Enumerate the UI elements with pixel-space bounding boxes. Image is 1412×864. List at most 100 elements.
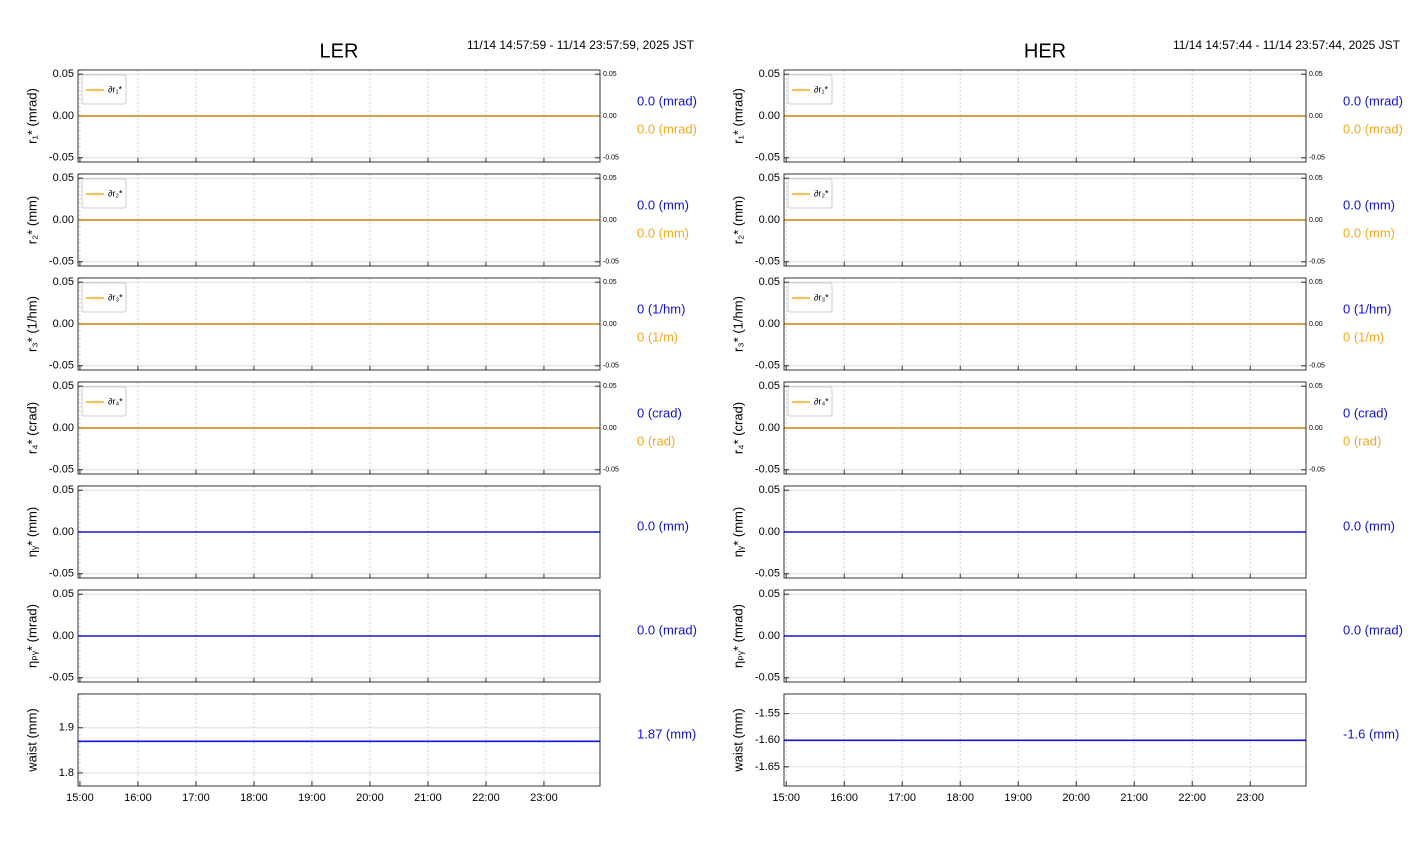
x-tick-label: 22:00: [472, 792, 500, 804]
value-label: 0 (1/m): [1343, 329, 1384, 344]
y-axis-label: r₁* (mrad): [24, 88, 39, 144]
y-tick-label: 0.00: [759, 110, 780, 122]
value-label: 0.0 (mm): [637, 197, 689, 212]
chart-title: LER: [320, 40, 359, 62]
value-label: 0.0 (mm): [637, 518, 689, 533]
y-tick-label: 0.00: [53, 526, 74, 538]
value-label: 0.0 (mrad): [637, 121, 697, 136]
y-axis-label: waist (mm): [24, 708, 39, 773]
value-label: 0 (rad): [1343, 433, 1381, 448]
y-tick-label: 0.05: [53, 276, 74, 288]
y-tick-label: 0.00: [53, 214, 74, 226]
y-axis-label: r₃* (1/hm): [24, 296, 39, 352]
y-tick-label: -1.55: [755, 708, 780, 720]
plot-frame: [77, 173, 601, 267]
y-tick-label: 1.8: [59, 767, 74, 779]
x-tick-label: 20:00: [1062, 792, 1090, 804]
y-tick-label: 0.00: [53, 630, 74, 642]
legend-label: ∂r₃*: [814, 292, 829, 302]
value-label: -1.6 (mm): [1343, 726, 1399, 741]
y-tick-label: 0.00: [759, 422, 780, 434]
x-tick-label: 16:00: [124, 792, 152, 804]
plot-frame: [77, 69, 601, 163]
y-tick-label: -0.05: [49, 256, 74, 268]
value-label: 0.0 (mrad): [637, 622, 697, 637]
y-tick-label: 0.05: [759, 484, 780, 496]
y2-tick-label: 0.00: [603, 217, 617, 224]
time-range: 11/14 14:57:44 - 11/14 23:57:44, 2025 JS…: [1173, 38, 1401, 52]
y2-tick-label: -0.05: [603, 259, 619, 266]
legend-label: ∂r₃*: [108, 292, 123, 302]
value-label: 1.87 (mm): [637, 726, 696, 741]
value-label: 0.0 (mm): [1343, 518, 1395, 533]
value-label: 0.0 (mrad): [1343, 93, 1403, 108]
x-tick-label: 19:00: [1004, 792, 1032, 804]
y-axis-label: r₄* (crad): [730, 402, 745, 454]
y-tick-label: 0.00: [759, 214, 780, 226]
x-tick-label: 17:00: [888, 792, 916, 804]
y-tick-label: 0.05: [53, 484, 74, 496]
value-label: 0.0 (mrad): [637, 93, 697, 108]
plot-frame: [783, 485, 1307, 579]
y2-tick-label: -0.05: [603, 467, 619, 474]
plot-frame: [77, 589, 601, 683]
y-axis-label: ηₚᵧ* (mrad): [24, 604, 39, 668]
value-label: 0 (1/m): [637, 329, 678, 344]
y-tick-label: -0.05: [49, 568, 74, 580]
y2-tick-label: -0.05: [1309, 155, 1325, 162]
y-tick-label: 0.05: [759, 588, 780, 600]
x-tick-label: 21:00: [1120, 792, 1148, 804]
plot-frame: [77, 485, 601, 579]
y-tick-label: 0.00: [53, 422, 74, 434]
legend-label: ∂r₂*: [814, 188, 829, 198]
x-tick-label: 22:00: [1178, 792, 1206, 804]
y-tick-label: -0.05: [49, 672, 74, 684]
legend-label: ∂r₁*: [108, 84, 122, 94]
value-label: 0.0 (mrad): [1343, 121, 1403, 136]
plot-frame: [783, 589, 1307, 683]
y-axis-label: waist (mm): [730, 708, 745, 773]
x-tick-label: 21:00: [414, 792, 442, 804]
value-label: 0.0 (mm): [1343, 225, 1395, 240]
y2-tick-label: -0.05: [603, 363, 619, 370]
y2-tick-label: 0.05: [1309, 383, 1323, 390]
y2-tick-label: 0.00: [1309, 113, 1323, 120]
y-tick-label: 0.05: [759, 68, 780, 80]
y-tick-label: -0.05: [755, 256, 780, 268]
y2-tick-label: 0.05: [603, 383, 617, 390]
y-axis-label: r₁* (mrad): [730, 88, 745, 144]
y-tick-label: -0.05: [755, 464, 780, 476]
legend-label: ∂r₄*: [108, 396, 123, 406]
value-label: 0.0 (mrad): [1343, 622, 1403, 637]
y-tick-label: -0.05: [755, 152, 780, 164]
y2-tick-label: 0.00: [603, 113, 617, 120]
x-tick-label: 19:00: [298, 792, 326, 804]
x-tick-label: 18:00: [946, 792, 974, 804]
y2-tick-label: -0.05: [1309, 363, 1325, 370]
plot-frame: [77, 693, 601, 787]
y2-tick-label: 0.05: [603, 71, 617, 78]
y-tick-label: 0.05: [759, 172, 780, 184]
y2-tick-label: 0.05: [1309, 175, 1323, 182]
plot-frame: [77, 277, 601, 371]
y-axis-label: ηᵧ* (mm): [730, 507, 745, 557]
plot-frame: [783, 693, 1307, 787]
y-tick-label: 0.00: [759, 630, 780, 642]
x-tick-label: 15:00: [66, 792, 94, 804]
plot-frame: [783, 173, 1307, 267]
y2-tick-label: 0.00: [1309, 321, 1323, 328]
y-axis-label: ηₚᵧ* (mrad): [730, 604, 745, 668]
y2-tick-label: -0.05: [603, 155, 619, 162]
value-label: 0.0 (mm): [1343, 197, 1395, 212]
y-tick-label: -0.05: [49, 464, 74, 476]
value-label: 0.0 (mm): [637, 225, 689, 240]
x-tick-label: 20:00: [356, 792, 384, 804]
y-tick-label: -1.60: [755, 734, 780, 746]
y-tick-label: -0.05: [49, 152, 74, 164]
legend-label: ∂r₂*: [108, 188, 123, 198]
y2-tick-label: 0.00: [603, 321, 617, 328]
y2-tick-label: 0.00: [1309, 425, 1323, 432]
y-tick-label: 1.9: [59, 722, 74, 734]
y-tick-label: -0.05: [755, 568, 780, 580]
